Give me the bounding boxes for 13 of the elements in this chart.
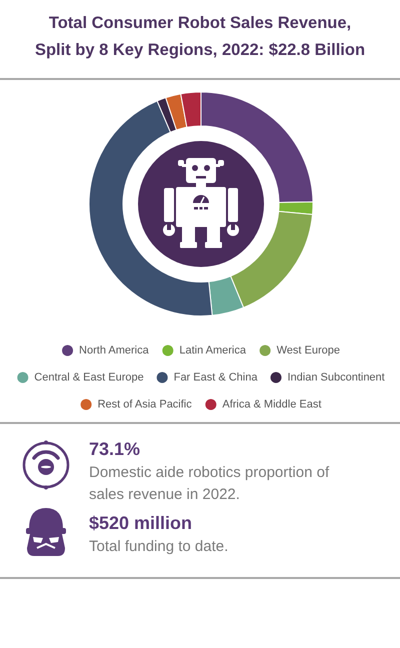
- legend-label: Indian Subcontinent: [287, 372, 385, 384]
- legend-label: Africa & Middle East: [222, 398, 322, 410]
- text: Domestic aide robotics proportion of sales revenue in 2022.: [89, 463, 330, 505]
- legend-label: Far East & China: [174, 372, 258, 384]
- text: Total funding to date.: [89, 537, 230, 557]
- legend-label: North America: [79, 344, 150, 356]
- chart-title: Total Consumer Robot Sales Revenue, Split by 8 Key Regions, 2022: $22.8 Billion: [34, 13, 366, 61]
- legend-label: West Europe: [276, 344, 340, 356]
- legend-label: Rest of Asia Pacific: [98, 398, 192, 410]
- legend-label: Latin America: [179, 344, 247, 356]
- legend-label: Central & East Europe: [34, 372, 144, 384]
- text: $520 million: [89, 512, 194, 535]
- text: 73.1%: [89, 438, 142, 461]
